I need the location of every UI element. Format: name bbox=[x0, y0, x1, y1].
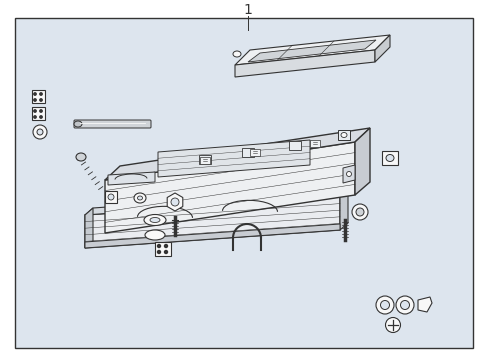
Ellipse shape bbox=[171, 198, 179, 206]
Ellipse shape bbox=[76, 153, 86, 161]
Bar bbox=[155, 242, 171, 256]
Polygon shape bbox=[235, 50, 375, 77]
Polygon shape bbox=[105, 128, 370, 180]
Circle shape bbox=[34, 99, 36, 101]
Bar bbox=[310, 140, 320, 147]
Circle shape bbox=[400, 301, 410, 310]
Bar bbox=[32, 90, 45, 103]
Ellipse shape bbox=[386, 318, 400, 333]
Ellipse shape bbox=[150, 217, 160, 222]
Bar bbox=[242, 148, 254, 157]
Ellipse shape bbox=[233, 51, 241, 57]
Circle shape bbox=[356, 208, 364, 216]
Bar bbox=[199, 155, 211, 164]
Ellipse shape bbox=[346, 171, 351, 176]
Ellipse shape bbox=[386, 154, 394, 162]
Bar bbox=[200, 157, 210, 164]
Circle shape bbox=[37, 129, 43, 135]
Circle shape bbox=[40, 110, 42, 112]
FancyBboxPatch shape bbox=[74, 120, 151, 128]
Polygon shape bbox=[85, 208, 93, 248]
Circle shape bbox=[157, 251, 161, 253]
Circle shape bbox=[165, 244, 168, 248]
Polygon shape bbox=[105, 142, 355, 233]
Circle shape bbox=[40, 93, 42, 95]
Circle shape bbox=[33, 125, 47, 139]
Bar bbox=[250, 149, 260, 156]
Bar bbox=[32, 107, 45, 120]
Ellipse shape bbox=[145, 230, 165, 240]
Circle shape bbox=[157, 244, 161, 248]
Polygon shape bbox=[343, 165, 355, 183]
Bar bbox=[289, 141, 301, 150]
Bar bbox=[382, 151, 398, 165]
Circle shape bbox=[165, 251, 168, 253]
Polygon shape bbox=[375, 35, 390, 62]
Ellipse shape bbox=[74, 121, 82, 127]
Polygon shape bbox=[418, 297, 432, 312]
Ellipse shape bbox=[341, 132, 347, 138]
Circle shape bbox=[40, 99, 42, 101]
Polygon shape bbox=[85, 190, 348, 215]
Circle shape bbox=[381, 301, 390, 310]
Bar bbox=[105, 191, 117, 203]
Polygon shape bbox=[85, 197, 340, 248]
Circle shape bbox=[352, 204, 368, 220]
Ellipse shape bbox=[144, 215, 166, 225]
Polygon shape bbox=[167, 193, 183, 211]
Bar bbox=[338, 130, 350, 140]
Ellipse shape bbox=[108, 194, 114, 200]
Polygon shape bbox=[85, 224, 340, 248]
Polygon shape bbox=[158, 140, 310, 177]
Polygon shape bbox=[108, 172, 155, 185]
Circle shape bbox=[34, 110, 36, 112]
Polygon shape bbox=[235, 35, 390, 65]
Text: 1: 1 bbox=[244, 3, 252, 17]
Ellipse shape bbox=[134, 193, 146, 203]
Circle shape bbox=[40, 116, 42, 118]
Polygon shape bbox=[248, 40, 376, 62]
Polygon shape bbox=[355, 128, 370, 195]
Polygon shape bbox=[340, 190, 348, 230]
Circle shape bbox=[34, 116, 36, 118]
Ellipse shape bbox=[138, 196, 143, 200]
Circle shape bbox=[376, 296, 394, 314]
Circle shape bbox=[396, 296, 414, 314]
Circle shape bbox=[34, 93, 36, 95]
